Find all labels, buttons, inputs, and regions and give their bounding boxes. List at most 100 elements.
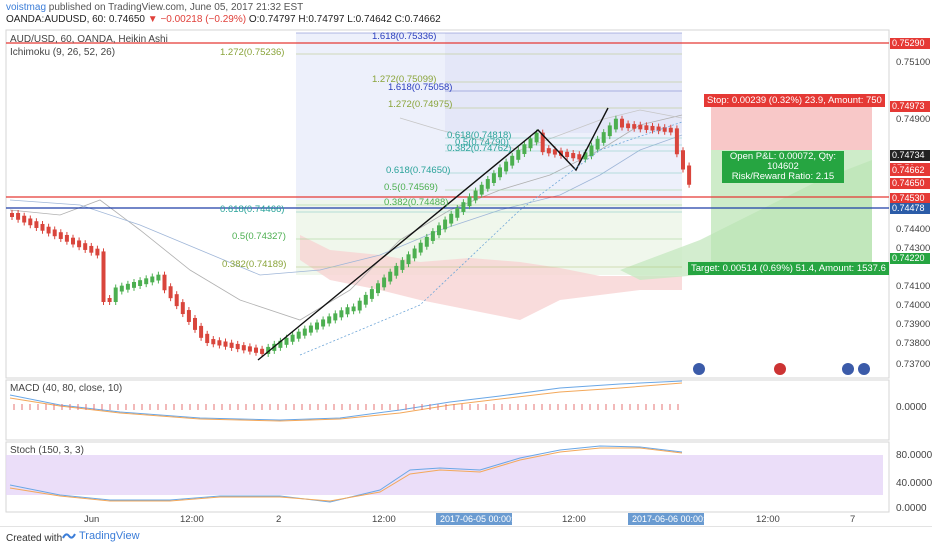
candle <box>626 123 631 129</box>
candle <box>473 190 478 201</box>
flag-au-icon-3 <box>858 363 870 375</box>
candle <box>638 124 643 130</box>
price-change: −0.00218 (−0.29%) <box>160 14 247 25</box>
price-label: 0.74220 <box>890 253 930 264</box>
event-flags[interactable] <box>693 363 870 375</box>
candle <box>174 294 179 307</box>
candle <box>449 213 454 224</box>
candle <box>443 219 448 230</box>
fib-label: 0.5(0.74790) <box>455 137 509 148</box>
down-arrow-icon: ▼ <box>147 14 158 25</box>
price-tick: 0.75100 <box>896 57 931 68</box>
candle <box>40 223 45 231</box>
candle <box>52 229 57 237</box>
fib-label: 1.272(0.75236) <box>220 47 285 58</box>
time-highlight-label: 2017-06-05 00:00:00 <box>440 514 524 524</box>
candle <box>241 345 246 351</box>
candle <box>186 310 191 322</box>
ichimoku-cloud-red <box>300 235 682 320</box>
candle <box>528 138 533 149</box>
candle <box>607 125 612 137</box>
price-tick: 0.74100 <box>896 281 931 292</box>
candle <box>302 328 307 336</box>
time-tick: 12:00 <box>372 514 396 525</box>
ichimoku-span-line <box>399 109 683 151</box>
symbol-ohlc-line: OANDA:AUDUSD, 60: 0.74650 ▼ −0.00218 (−0… <box>6 14 441 25</box>
candle <box>321 319 326 327</box>
candle <box>138 280 143 286</box>
fib-label: 0.618(0.74650) <box>386 165 451 176</box>
stoch-axis-80: 80.0000 <box>896 450 932 461</box>
chart-canvas[interactable] <box>0 0 932 526</box>
fib-label: 0.382(0.74488) <box>384 197 449 208</box>
candle <box>34 221 39 228</box>
candle <box>205 333 210 344</box>
candle <box>674 128 679 155</box>
candle <box>83 243 88 250</box>
created-with: Created with <box>6 533 63 544</box>
candle <box>644 125 649 130</box>
candle <box>406 254 411 265</box>
ohlc-high: H:0.74797 <box>298 14 345 25</box>
flag-au-icon-2 <box>842 363 854 375</box>
fib-lines <box>296 32 682 268</box>
ohlc-close: C:0.74662 <box>394 14 441 25</box>
candle <box>382 277 387 288</box>
symbol-label: OANDA:AUDUSD, 60 <box>6 14 104 25</box>
pnl-text: Open P&L: 0.00072, Qty: 104602 <box>729 151 837 172</box>
candle <box>162 274 167 291</box>
fib-label: 0.618(0.74818) <box>447 130 512 141</box>
ichimoku-lagging-line <box>9 114 683 321</box>
fib-extension-zone-2 <box>445 33 682 133</box>
candle <box>229 342 234 348</box>
candle <box>223 341 228 347</box>
candle <box>681 150 685 170</box>
time-tick: 2 <box>276 514 282 525</box>
candle <box>565 151 570 158</box>
candle <box>546 148 551 154</box>
candle <box>650 125 655 131</box>
fib-label: 0.5(0.74327) <box>232 231 286 242</box>
chart-header: voistmag published on TradingView.com, J… <box>0 0 932 26</box>
candle <box>254 347 258 353</box>
candle <box>510 155 515 166</box>
stoch-k-line <box>9 445 683 503</box>
time-tick: 7 <box>850 514 856 525</box>
price-tick: 0.74000 <box>896 300 931 311</box>
author-link[interactable]: voistmag <box>6 2 47 13</box>
candle <box>180 302 185 315</box>
candle <box>400 260 405 270</box>
pattern-drawing[interactable] <box>257 107 609 361</box>
macd-line <box>9 380 683 421</box>
candle <box>260 348 265 354</box>
candle <box>516 150 521 160</box>
candle <box>613 118 618 130</box>
target-label[interactable]: Target: 0.00514 (0.69%) 51.4, Amount: 15… <box>688 262 889 275</box>
candle <box>455 207 460 218</box>
macd-pane[interactable] <box>5 379 890 441</box>
candle <box>656 126 661 132</box>
candle <box>327 316 332 324</box>
tradingview-link[interactable]: TradingView <box>62 530 140 542</box>
candle <box>412 248 417 259</box>
macd-axis-zero: 0.0000 <box>896 402 927 413</box>
candle <box>589 145 594 157</box>
candle <box>351 306 356 312</box>
candle <box>211 339 216 345</box>
candle <box>369 289 374 299</box>
ichimoku-label: Ichimoku (9, 26, 52, 26) <box>10 47 116 58</box>
pnl-label[interactable]: Open P&L: 0.00072, Qty: 104602 Risk/Rewa… <box>722 151 844 183</box>
candle <box>430 231 435 241</box>
candles[interactable] <box>10 115 692 357</box>
candle <box>132 282 136 288</box>
candle <box>461 202 466 212</box>
price-label: 0.74734 <box>890 150 930 161</box>
candle <box>89 245 94 253</box>
candle <box>46 226 51 234</box>
stop-label[interactable]: Stop: 0.00239 (0.32%) 23.9, Amount: 750 <box>704 94 885 107</box>
candle <box>388 271 393 282</box>
flag-us-icon <box>774 363 786 375</box>
price-tick: 0.73900 <box>896 319 931 330</box>
time-tick: 12:00 <box>756 514 780 525</box>
fib-label: 0.5(0.74569) <box>384 182 438 193</box>
